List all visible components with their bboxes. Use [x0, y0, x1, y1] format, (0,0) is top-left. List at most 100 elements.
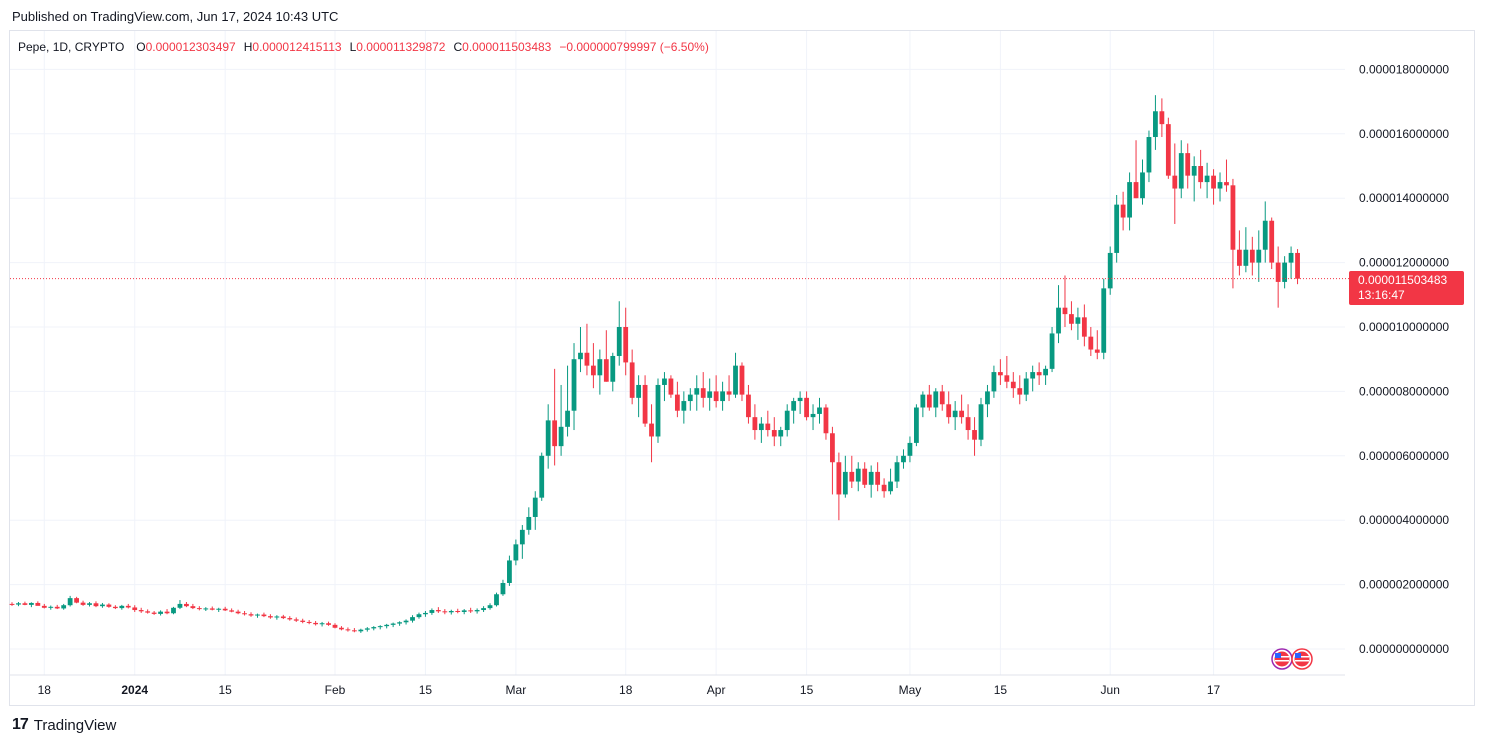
candle-body [403, 620, 409, 623]
candle-body [914, 407, 919, 443]
y-tick-label: 0.000014000000 [1359, 191, 1449, 205]
candle-body [397, 622, 402, 624]
candle-body [881, 484, 887, 492]
candle-body [54, 606, 60, 609]
candle-body [894, 462, 900, 482]
candle-body [345, 629, 351, 631]
candle-body [965, 417, 971, 431]
candle-body [545, 420, 551, 456]
close-value: 0.000011503483 [462, 40, 552, 54]
candle-body [48, 606, 54, 608]
candle-body [190, 606, 196, 609]
candle-body [733, 365, 738, 395]
candle-body [22, 603, 28, 605]
candle-body [655, 384, 661, 437]
x-tick-label: Jun [1101, 683, 1120, 697]
candle-body [558, 426, 564, 447]
candle-body [578, 352, 583, 360]
candle-body [991, 372, 997, 392]
candle-body [1230, 185, 1236, 250]
candle-body [1107, 252, 1113, 289]
candle-body [649, 423, 654, 437]
candle-body [384, 624, 390, 627]
candle-body [313, 622, 319, 625]
candle-body [481, 608, 486, 611]
candle-body [591, 365, 596, 376]
candle-body [132, 607, 138, 611]
candle-body [268, 616, 273, 618]
candle-body [390, 623, 396, 625]
candle-body [261, 614, 267, 617]
candles [9, 95, 1300, 633]
candle-body [209, 608, 215, 610]
candle-body [41, 605, 47, 608]
tradingview-brand[interactable]: 17 TradingView [12, 716, 116, 734]
candle-body [771, 430, 777, 437]
us-flag-icon[interactable] [1270, 648, 1316, 670]
candle-body [339, 627, 344, 630]
candle-body [442, 611, 448, 613]
candle-body [74, 598, 79, 603]
candle-body [377, 626, 383, 628]
candle-body [920, 394, 926, 408]
x-tick-label: May [899, 683, 922, 697]
y-tick-label: 0.000018000000 [1359, 62, 1449, 76]
candle-body [1114, 204, 1120, 253]
candle-body [151, 612, 157, 614]
candle-body [1062, 307, 1068, 315]
candle-body [739, 365, 745, 395]
candle-body [196, 608, 202, 610]
high-value: 0.000012415113 [252, 40, 342, 54]
candle-body [817, 407, 822, 414]
candle-body [507, 560, 512, 583]
candle-body [933, 391, 939, 408]
candle-body [1159, 111, 1165, 125]
candle-body [1030, 372, 1036, 379]
candle-body [1237, 249, 1242, 266]
close-label: C [453, 40, 463, 54]
candle-body [1127, 182, 1132, 218]
candle-body [823, 407, 829, 434]
candle-body [752, 417, 758, 431]
candle-body [80, 602, 86, 605]
candle-body [371, 627, 377, 629]
candle-body [1249, 249, 1255, 263]
candle-body [1043, 368, 1048, 376]
candle-body [610, 355, 616, 382]
tradingview-logo-icon: 17 [12, 716, 29, 733]
bar-countdown: 13:16:47 [1358, 288, 1405, 302]
candle-body [164, 611, 170, 614]
candle-body [720, 391, 725, 402]
candle-body [830, 433, 835, 463]
candle-body [668, 378, 674, 395]
low-label: L [349, 40, 357, 54]
y-tick-label: 0.000002000000 [1359, 578, 1449, 592]
candle-body [519, 529, 525, 545]
y-tick-label: 0.000004000000 [1359, 513, 1449, 527]
candle-body [713, 391, 719, 402]
x-tick-label: Feb [325, 683, 346, 697]
x-tick-label: 17 [1207, 683, 1221, 697]
y-tick-label: 0.000012000000 [1359, 256, 1449, 270]
candle-body [1094, 349, 1100, 353]
x-tick-label: 2024 [121, 683, 148, 697]
candle-body [423, 612, 428, 615]
candle-body [16, 603, 21, 605]
candle-body [849, 471, 855, 482]
candle-body [959, 410, 965, 418]
candle-body [978, 404, 984, 440]
y-tick-label: 0.000010000000 [1359, 320, 1449, 334]
candle-body [494, 594, 499, 606]
candle-body [597, 359, 603, 376]
candle-body [862, 468, 868, 485]
symbol-label[interactable]: Pepe, 1D, CRYPTO [18, 40, 125, 54]
candle-body [1275, 262, 1281, 282]
high-label: H [243, 40, 253, 54]
candle-body [500, 582, 506, 595]
candle-body [145, 611, 151, 613]
candle-body [687, 394, 693, 402]
candle-body [907, 442, 913, 456]
candle-body [222, 608, 228, 611]
x-tick-label: 15 [800, 683, 814, 697]
